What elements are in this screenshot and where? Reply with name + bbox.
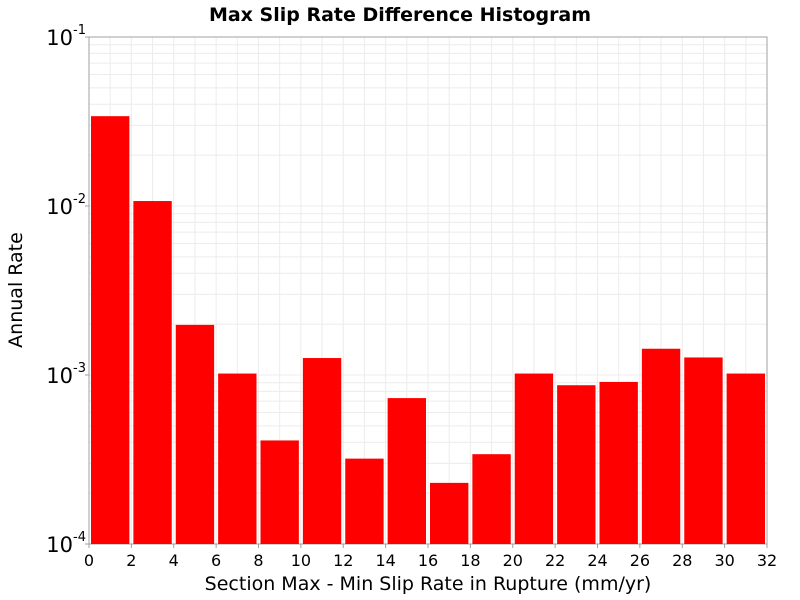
- x-tick-label: 10: [291, 551, 311, 570]
- x-tick-label: 14: [375, 551, 395, 570]
- x-axis-label: Section Max - Min Slip Rate in Rupture (…: [205, 573, 652, 595]
- histogram-bar: [599, 381, 638, 544]
- x-tick-label: 4: [169, 551, 179, 570]
- x-tick-label: 20: [503, 551, 523, 570]
- histogram-bar: [387, 398, 426, 544]
- x-tick-label: 8: [253, 551, 263, 570]
- y-tick-label: 10-4: [46, 530, 86, 557]
- bars: [91, 116, 765, 545]
- histogram-bar: [430, 482, 469, 544]
- histogram-bar: [514, 373, 554, 544]
- histogram-bar: [218, 373, 257, 544]
- x-tick-label: 6: [211, 551, 221, 570]
- y-axis-ticks: 10-1 10-2 10-3 10-4: [46, 23, 89, 557]
- histogram-bar: [91, 116, 130, 545]
- histogram-bar: [345, 458, 384, 544]
- x-tick-label: 16: [418, 551, 438, 570]
- y-tick-label: 10-3: [46, 361, 86, 388]
- y-axis-label: Annual Rate: [5, 232, 27, 348]
- x-tick-label: 30: [714, 551, 734, 570]
- x-tick-label: 28: [672, 551, 692, 570]
- histogram-bar: [302, 358, 342, 544]
- histogram-bar: [641, 348, 681, 544]
- histogram-bar: [175, 324, 215, 544]
- x-tick-label: 2: [126, 551, 136, 570]
- x-tick-label: 12: [333, 551, 353, 570]
- x-tick-label: 24: [587, 551, 607, 570]
- x-tick-label: 18: [460, 551, 480, 570]
- x-axis-ticks: 0 2 4 6 8 10 12 14 16 18 20 22 24 26 28 30 32: [84, 544, 777, 570]
- histogram-bar: [260, 440, 299, 544]
- x-tick-label: 32: [757, 551, 777, 570]
- histogram-bar: [684, 357, 723, 544]
- histogram-bar: [472, 454, 511, 544]
- histogram-bar: [726, 373, 765, 544]
- histogram-bar: [557, 385, 596, 544]
- histogram-bar: [133, 201, 172, 545]
- y-tick-label: 10-1: [46, 23, 86, 50]
- x-tick-label: 22: [545, 551, 565, 570]
- x-tick-label: 0: [84, 551, 94, 570]
- chart-title: Max Slip Rate Difference Histogram: [209, 4, 591, 26]
- x-tick-label: 26: [630, 551, 650, 570]
- y-tick-label: 10-2: [46, 192, 86, 219]
